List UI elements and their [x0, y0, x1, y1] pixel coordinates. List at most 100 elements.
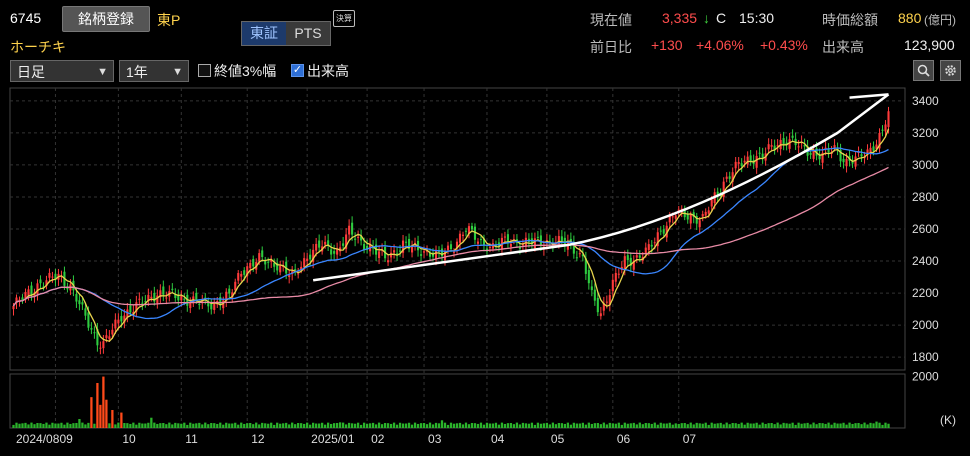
earnings-badge[interactable]: 決算: [333, 10, 355, 27]
volume-bar: [48, 424, 51, 428]
volume-bar: [69, 423, 72, 428]
candle-body: [351, 222, 354, 235]
volume-bar: [860, 424, 863, 428]
candle-body: [674, 215, 677, 219]
candle-body: [473, 226, 477, 240]
candle-body: [333, 251, 336, 254]
volume-bar: [105, 399, 108, 428]
volume-bar: [117, 422, 120, 428]
candle-body: [761, 153, 764, 158]
candle-body: [521, 244, 524, 246]
candle-body: [602, 303, 605, 311]
period-type-select[interactable]: 日足 ▼: [10, 60, 114, 82]
candle-body: [66, 287, 69, 290]
current-price: 3,335: [662, 10, 698, 26]
volume-bar: [719, 422, 722, 428]
candle-body: [737, 162, 740, 164]
candle-body: [482, 238, 486, 246]
tab-tse[interactable]: 東証: [242, 22, 286, 45]
volume-bar: [698, 423, 701, 428]
candle-body: [665, 225, 668, 238]
volume-bar: [126, 423, 129, 428]
volume-bar: [321, 422, 324, 428]
candle-body: [138, 298, 141, 300]
candle-body: [330, 249, 333, 255]
volume-bar: [467, 424, 471, 428]
volume-bar: [392, 422, 396, 428]
volume-bar: [350, 423, 354, 428]
volume-bar: [740, 422, 743, 428]
candle-body: [581, 254, 584, 257]
volume-bar: [347, 422, 351, 428]
volume-bar: [869, 422, 872, 428]
volume-bar: [515, 422, 519, 428]
candle-body: [144, 301, 147, 303]
volume-bar: [503, 423, 507, 428]
volume-bar: [258, 424, 261, 428]
volume-bar: [485, 422, 489, 428]
candle-body: [671, 216, 674, 218]
candle-body: [875, 144, 878, 149]
volume-bar: [563, 423, 567, 428]
volume-bar: [84, 424, 87, 428]
volume-bar: [135, 424, 138, 428]
volume-bar: [755, 422, 758, 428]
volume-bar: [428, 422, 432, 428]
range-select[interactable]: 1年 ▼: [119, 60, 189, 82]
volume-bar: [536, 422, 540, 428]
candle-body: [165, 297, 168, 299]
candle-body: [267, 261, 270, 263]
volume-bar: [377, 422, 381, 428]
candle-body: [449, 244, 453, 250]
candle-body: [488, 246, 492, 248]
candle-body: [303, 258, 306, 268]
candle-body: [183, 298, 186, 300]
close-3pct-checkbox[interactable]: [198, 64, 211, 77]
candle-body: [707, 210, 710, 214]
candle-body: [818, 154, 821, 160]
volume-bar: [776, 422, 779, 428]
volume-bar: [656, 424, 659, 428]
volume-bar: [806, 422, 809, 428]
volume-bar: [590, 423, 593, 428]
volume-bar: [584, 424, 587, 428]
trendline-top: [849, 93, 889, 99]
candle-body: [78, 300, 81, 305]
candle-body: [689, 214, 692, 224]
volume-checkbox[interactable]: ✓: [291, 64, 304, 77]
register-stock-button[interactable]: 銘柄登録: [62, 6, 150, 32]
volume-bar: [839, 423, 842, 428]
candle-body: [728, 176, 731, 179]
candle-body: [264, 261, 267, 265]
volume-bar: [689, 422, 692, 428]
volume-bar: [291, 422, 294, 428]
tab-pts[interactable]: PTS: [286, 22, 330, 45]
current-price-label: 現在値: [590, 12, 632, 28]
candle-body: [755, 155, 758, 168]
volume-bar: [461, 424, 465, 428]
candle-body: [156, 295, 159, 304]
volume-bar: [632, 422, 635, 428]
candle-body: [464, 230, 468, 232]
volume-bar: [341, 422, 345, 428]
gear-icon[interactable]: [940, 60, 961, 81]
volume-bar: [312, 422, 315, 428]
volume-bar: [99, 404, 102, 428]
volume-y-tick-label: 2000: [912, 370, 939, 384]
candle-body: [803, 144, 806, 147]
volume-bar: [371, 422, 375, 428]
candle-body: [348, 225, 351, 235]
candle-body: [710, 199, 713, 207]
candle-body: [812, 150, 815, 159]
volume-bar: [812, 422, 815, 428]
candle-body: [387, 260, 390, 263]
volume-bar: [647, 423, 650, 428]
candle-body: [102, 341, 105, 349]
volume-bar: [171, 424, 174, 428]
x-tick-label: 2024/08: [16, 432, 60, 446]
volume-bar: [24, 422, 27, 428]
candle-body: [632, 260, 635, 270]
volume-bar: [662, 423, 665, 428]
zoom-icon[interactable]: [913, 60, 934, 81]
candle-body: [243, 270, 246, 275]
